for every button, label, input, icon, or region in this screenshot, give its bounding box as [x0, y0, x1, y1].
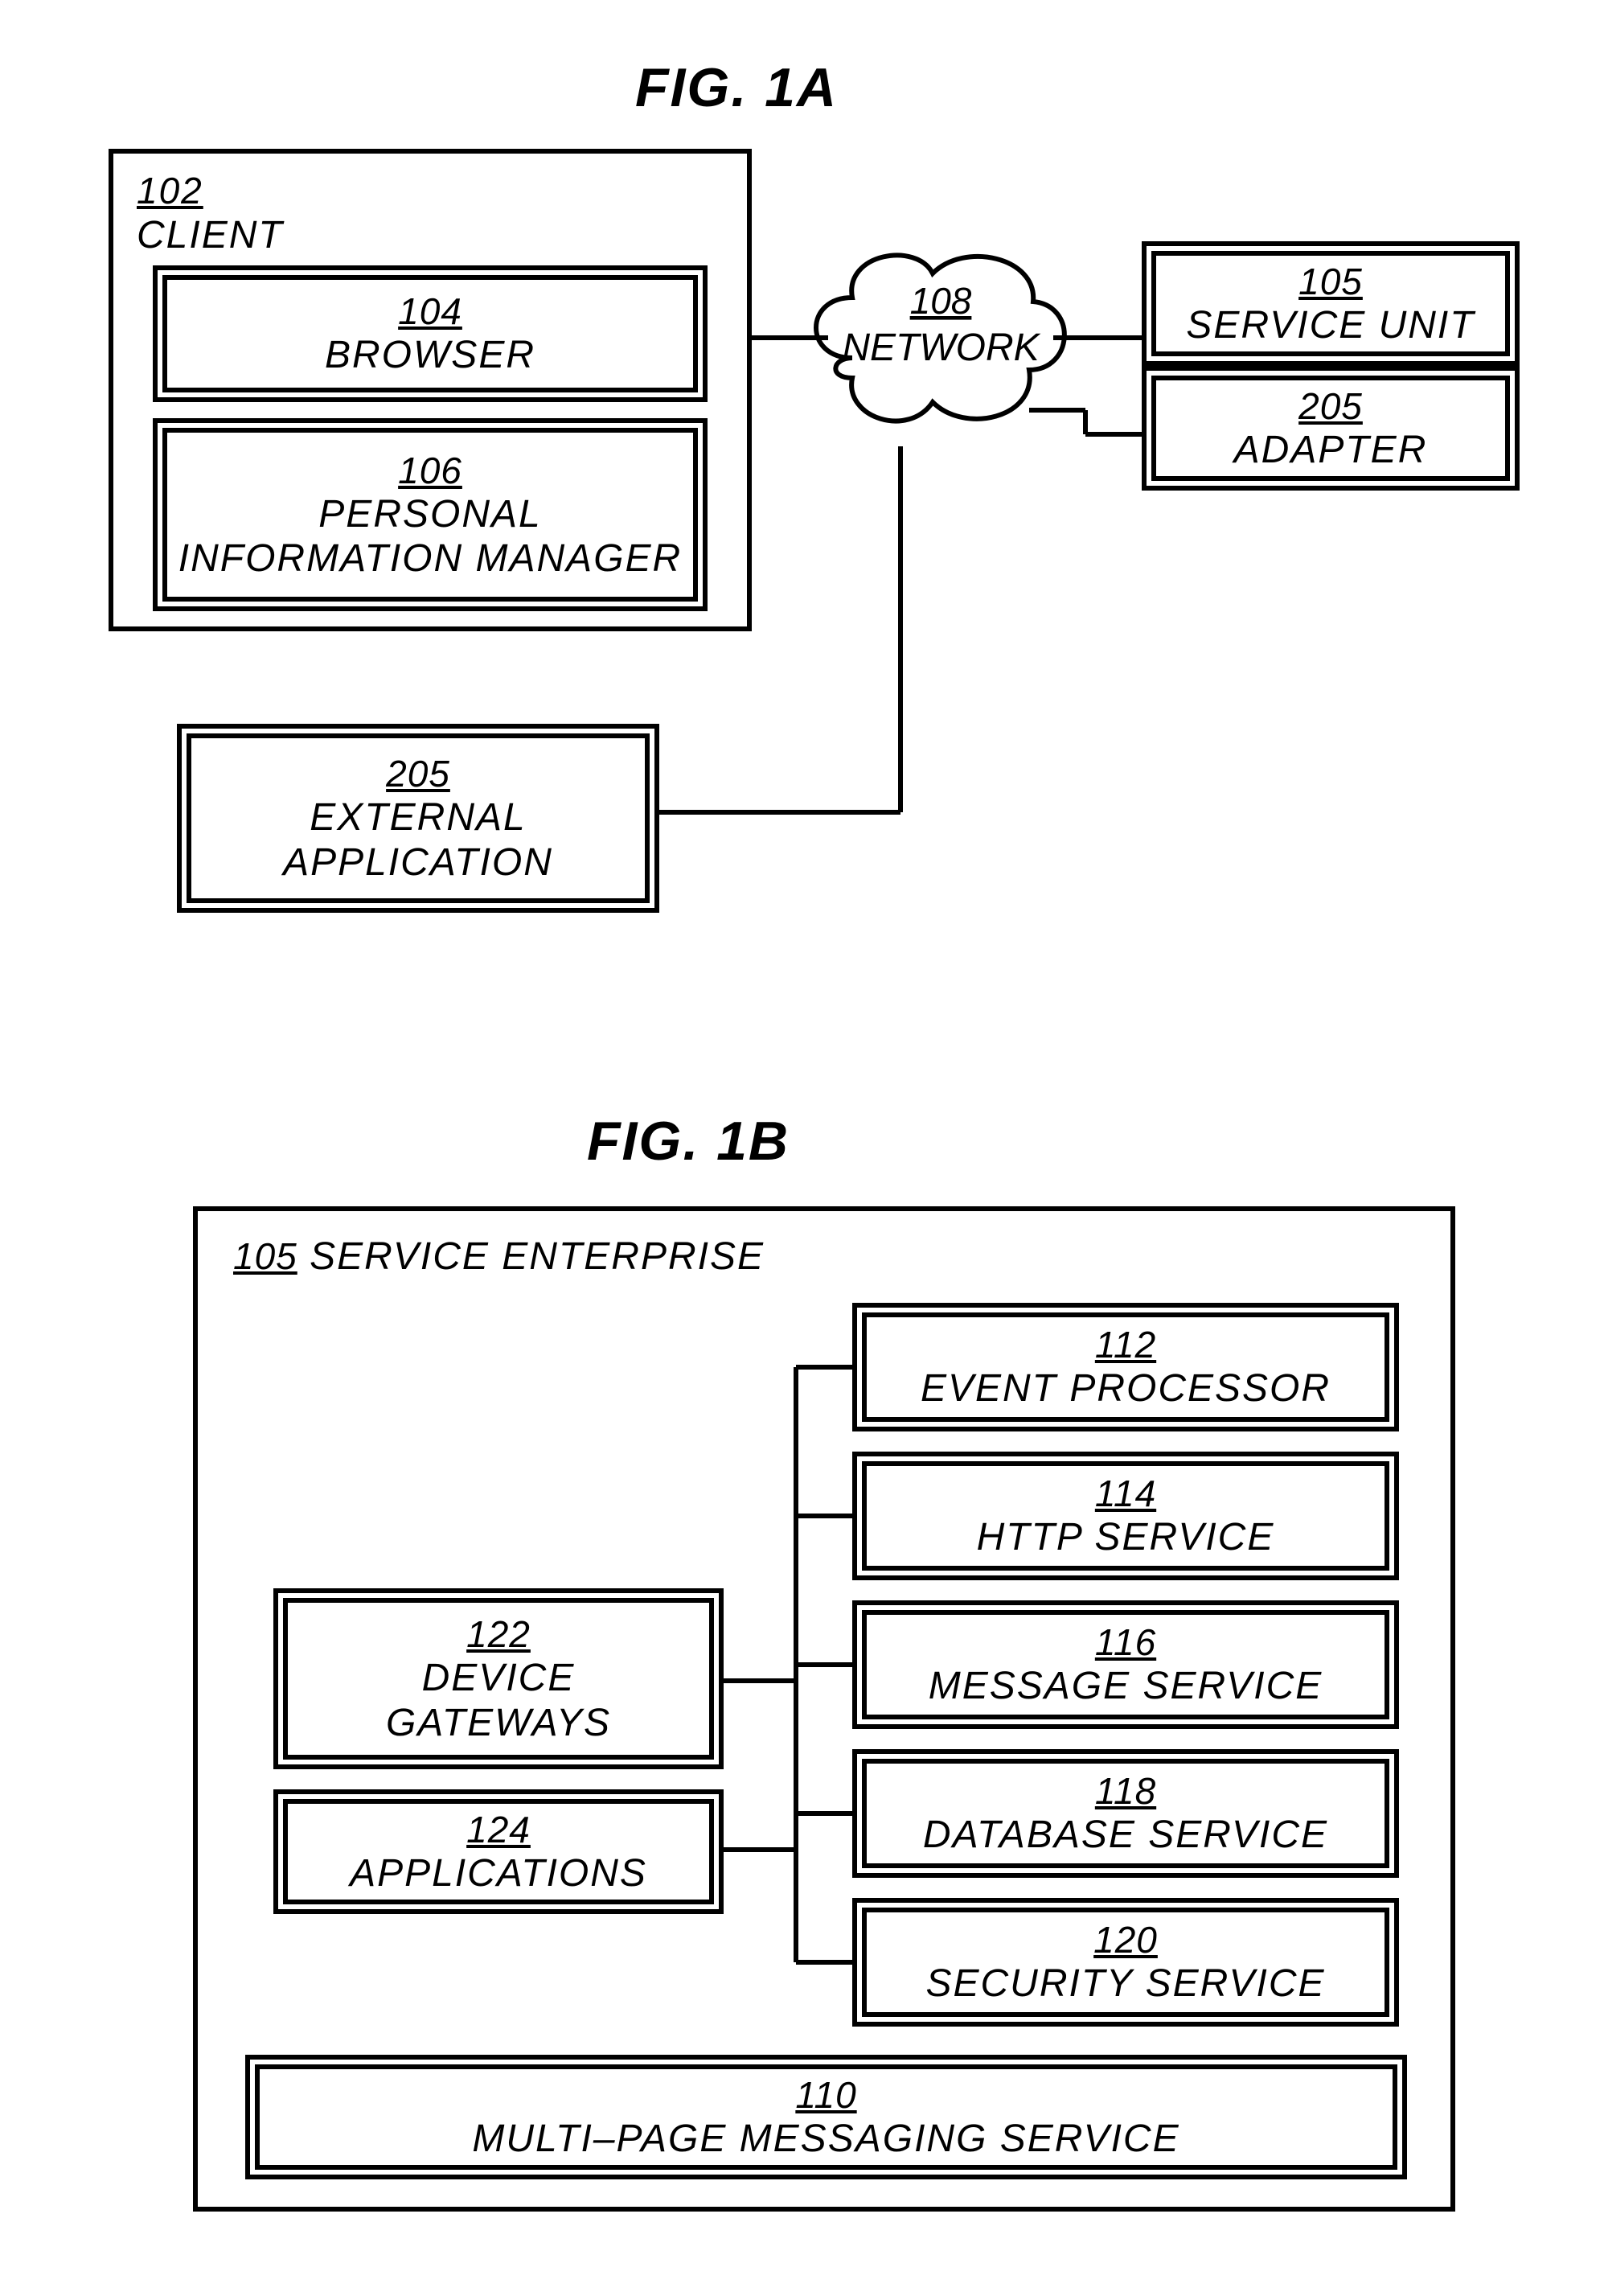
- security-box: 120SECURITY SERVICE: [852, 1898, 1399, 2027]
- client-num: 102: [137, 169, 203, 212]
- http-box: 114HTTP SERVICE: [852, 1452, 1399, 1580]
- figure-title: FIG. 1A: [635, 56, 838, 119]
- pim-box: 106PERSONAL INFORMATION MANAGER: [153, 418, 708, 611]
- browser-box: 104BROWSER: [153, 265, 708, 402]
- service-unit-box: 105SERVICE UNIT: [1142, 241, 1520, 366]
- gateways-box-num: 122: [466, 1612, 531, 1656]
- pim-box-label: PERSONAL INFORMATION MANAGER: [178, 492, 682, 581]
- browser-box-label: BROWSER: [325, 333, 535, 377]
- http-box-num: 114: [1095, 1472, 1156, 1515]
- multipage-box-label: MULTI–PAGE MESSAGING SERVICE: [472, 2117, 1179, 2161]
- adapter-box-num: 205: [1298, 384, 1363, 428]
- multipage-box: 110MULTI–PAGE MESSAGING SERVICE: [245, 2055, 1407, 2179]
- service-unit-box-num: 105: [1298, 260, 1363, 303]
- external-app-box-label: EXTERNAL APPLICATION: [283, 795, 553, 884]
- applications-box-label: APPLICATIONS: [350, 1851, 647, 1896]
- message-box: 116MESSAGE SERVICE: [852, 1600, 1399, 1729]
- enterprise-num: 105: [233, 1235, 297, 1277]
- external-app-box-num: 205: [386, 752, 450, 795]
- event-box-label: EVENT PROCESSOR: [921, 1366, 1331, 1411]
- message-box-num: 116: [1095, 1620, 1156, 1664]
- security-box-label: SECURITY SERVICE: [925, 1961, 1325, 2006]
- browser-box-num: 104: [398, 290, 462, 333]
- event-box-num: 112: [1095, 1323, 1156, 1366]
- applications-box: 124APPLICATIONS: [273, 1789, 724, 1914]
- adapter-box-label: ADAPTER: [1234, 428, 1428, 472]
- applications-box-num: 124: [466, 1808, 531, 1851]
- svg-text:108: 108: [910, 280, 972, 322]
- database-box-num: 118: [1095, 1769, 1156, 1813]
- database-box: 118DATABASE SERVICE: [852, 1749, 1399, 1878]
- security-box-num: 120: [1093, 1918, 1158, 1961]
- enterprise-label: 105 SERVICE ENTERPRISE: [233, 1234, 765, 1279]
- figure-title: FIG. 1B: [587, 1110, 790, 1173]
- svg-text:NETWORK: NETWORK: [842, 327, 1040, 369]
- message-box-label: MESSAGE SERVICE: [929, 1664, 1323, 1708]
- external-app-box: 205EXTERNAL APPLICATION: [177, 724, 659, 913]
- event-box: 112EVENT PROCESSOR: [852, 1303, 1399, 1431]
- pim-box-num: 106: [398, 449, 462, 492]
- multipage-box-num: 110: [795, 2073, 856, 2117]
- gateways-box: 122DEVICE GATEWAYS: [273, 1588, 724, 1769]
- adapter-box: 205ADAPTER: [1142, 366, 1520, 491]
- service-unit-box-label: SERVICE UNIT: [1186, 303, 1475, 347]
- database-box-label: DATABASE SERVICE: [923, 1813, 1328, 1857]
- http-box-label: HTTP SERVICE: [977, 1515, 1275, 1559]
- client-label: CLIENT: [137, 213, 284, 257]
- gateways-box-label: DEVICE GATEWAYS: [386, 1656, 611, 1744]
